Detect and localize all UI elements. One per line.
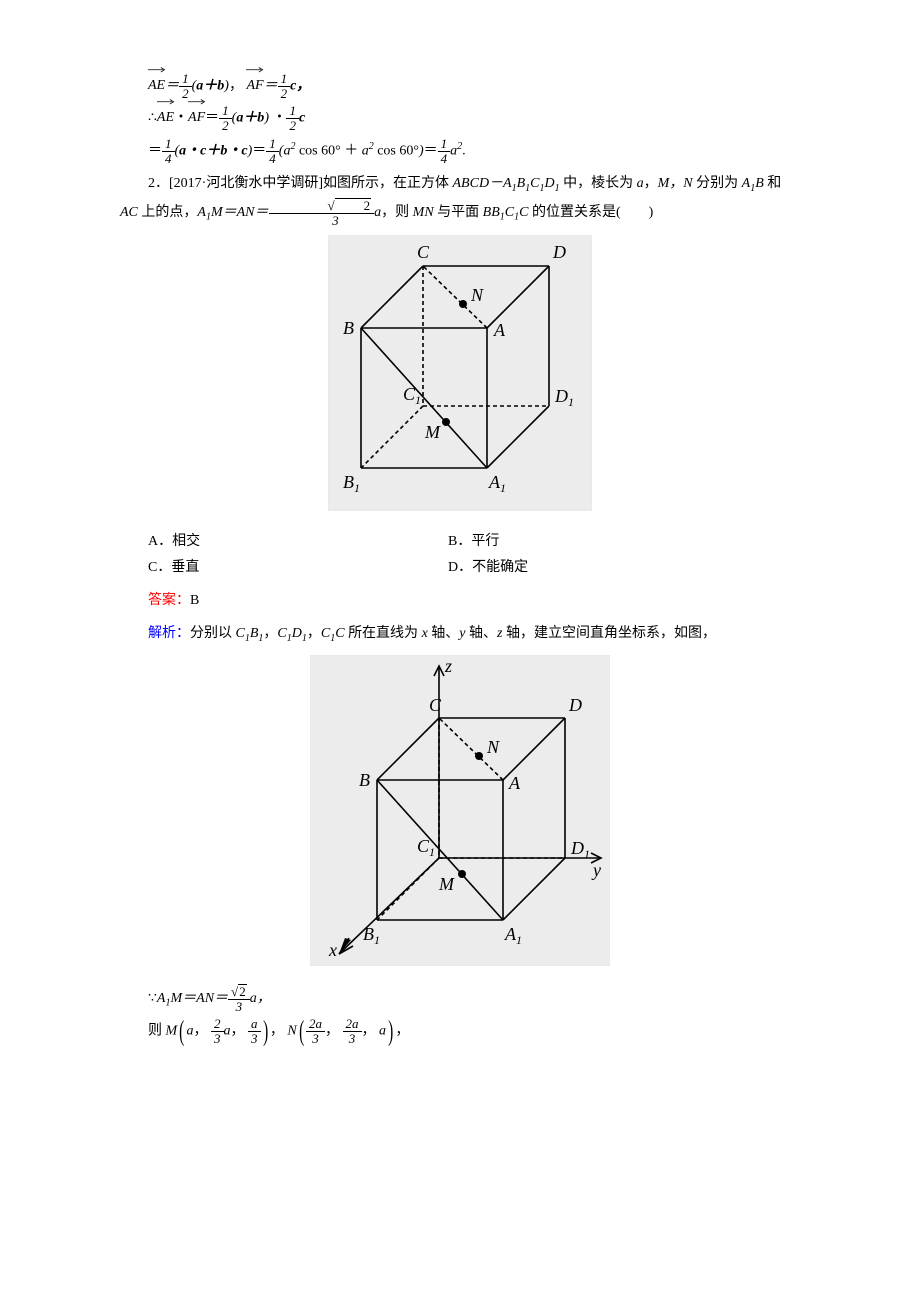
- option-A: A．相交: [148, 529, 448, 556]
- svg-text:M: M: [424, 422, 441, 442]
- svg-text:A: A: [508, 773, 521, 793]
- svg-text:A1: A1: [504, 924, 522, 947]
- svg-text:A: A: [493, 320, 506, 340]
- option-C: C．垂直: [148, 555, 448, 582]
- svg-text:B1: B1: [343, 472, 360, 495]
- option-B: B．平行: [448, 529, 748, 556]
- equation-line-1: AE ＝12(a＋b)， AF ＝12c，: [148, 72, 800, 100]
- figure-2-container: z C D N B A C1 D1 y M B1 A1 x: [120, 655, 800, 976]
- svg-text:N: N: [470, 285, 484, 305]
- cube-figure-2: z C D N B A C1 D1 y M B1 A1 x: [311, 656, 609, 965]
- svg-text:y: y: [591, 860, 601, 880]
- option-D: D．不能确定: [448, 555, 748, 582]
- svg-text:D: D: [552, 242, 566, 262]
- figure-1-container: C D N B A C1 D1 M B1 A1: [120, 235, 800, 521]
- answer-line: 答案：B: [120, 588, 800, 615]
- problem-stem: 2．[2017·河北衡水中学调研]如图所示，在正方体 ABCD－A1B1C1D1…: [120, 171, 800, 227]
- svg-text:C1: C1: [417, 836, 435, 859]
- equation-line-2: ∴AE・AF＝12(a＋b) ・12c: [148, 104, 800, 132]
- svg-text:N: N: [486, 737, 500, 757]
- svg-text:C1: C1: [403, 384, 421, 407]
- equation-line-3: ＝14(a・c＋b・c)＝14(a2 cos 60° ＋ a2 cos 60°)…: [148, 137, 800, 166]
- bottom-eq-1: ∵A1M＝AN＝√23a，: [148, 984, 800, 1013]
- svg-text:M: M: [438, 874, 455, 894]
- svg-text:B1: B1: [363, 924, 380, 947]
- svg-text:x: x: [328, 940, 337, 960]
- svg-text:z: z: [444, 656, 452, 676]
- vector-AE: AE: [148, 73, 165, 100]
- analysis-label: 解析：: [148, 626, 190, 641]
- svg-text:C: C: [417, 242, 430, 262]
- svg-text:C: C: [429, 695, 442, 715]
- cube-figure-1: C D N B A C1 D1 M B1 A1: [329, 236, 591, 510]
- answer-label: 答案：: [148, 593, 190, 608]
- bottom-eq-2: 则 M(a， 23a， a3)， N(2a3， 2a3， a)，: [148, 1017, 800, 1045]
- vector-AF: AF: [246, 73, 263, 100]
- svg-text:D: D: [568, 695, 582, 715]
- svg-text:B: B: [359, 770, 370, 790]
- options-block: A．相交 B．平行 C．垂直 D．不能确定: [148, 529, 800, 582]
- svg-text:D1: D1: [570, 838, 590, 861]
- analysis-line: 解析：分别以 C1B1，C1D1，C1C 所在直线为 x 轴、y 轴、z 轴，建…: [120, 621, 800, 648]
- svg-text:D1: D1: [554, 386, 574, 409]
- svg-text:B: B: [343, 318, 354, 338]
- svg-text:A1: A1: [488, 472, 506, 495]
